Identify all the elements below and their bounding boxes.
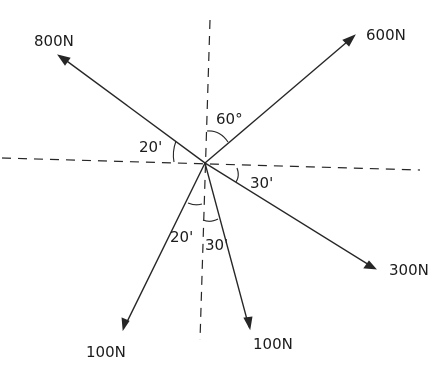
force-100n-right-label: 100N: [253, 335, 293, 353]
force-300n-line: [204, 162, 375, 269]
angle-20-bottom-arc: [187, 202, 203, 206]
force-800n-arrowhead: [57, 54, 71, 66]
angle-30-right-label: 30': [250, 174, 273, 192]
force-600n-arrowhead: [342, 34, 356, 47]
force-600n-label: 600N: [366, 26, 406, 44]
force-800n-label: 800N: [34, 32, 74, 50]
force-800n-line: [59, 55, 206, 164]
angle-20-bottom-label: 20': [170, 228, 193, 246]
force-100n-right-arrowhead: [243, 316, 253, 331]
angle-60-label: 60°: [216, 110, 243, 128]
force-600n-line: [204, 35, 355, 164]
force-100n-left-arrowhead: [121, 317, 130, 332]
angle-30-right-arc: [235, 167, 239, 183]
force-100n-left-label: 100N: [86, 343, 126, 360]
angle-30-bottom-arc: [202, 218, 219, 222]
angle-20-left-arc: [172, 140, 177, 163]
force-100n-left-line: [123, 162, 206, 329]
angle-20-left-label: 20': [139, 138, 162, 156]
force-300n-arrowhead: [363, 260, 377, 270]
angle-60-arc: [206, 130, 229, 143]
force-100n-right-line: [204, 162, 250, 328]
force-300n-label: 300N: [389, 261, 429, 279]
angle-30-bottom-label: 30': [205, 236, 228, 254]
vertical-axis: [199, 19, 211, 341]
horizontal-axis: [1, 157, 421, 171]
